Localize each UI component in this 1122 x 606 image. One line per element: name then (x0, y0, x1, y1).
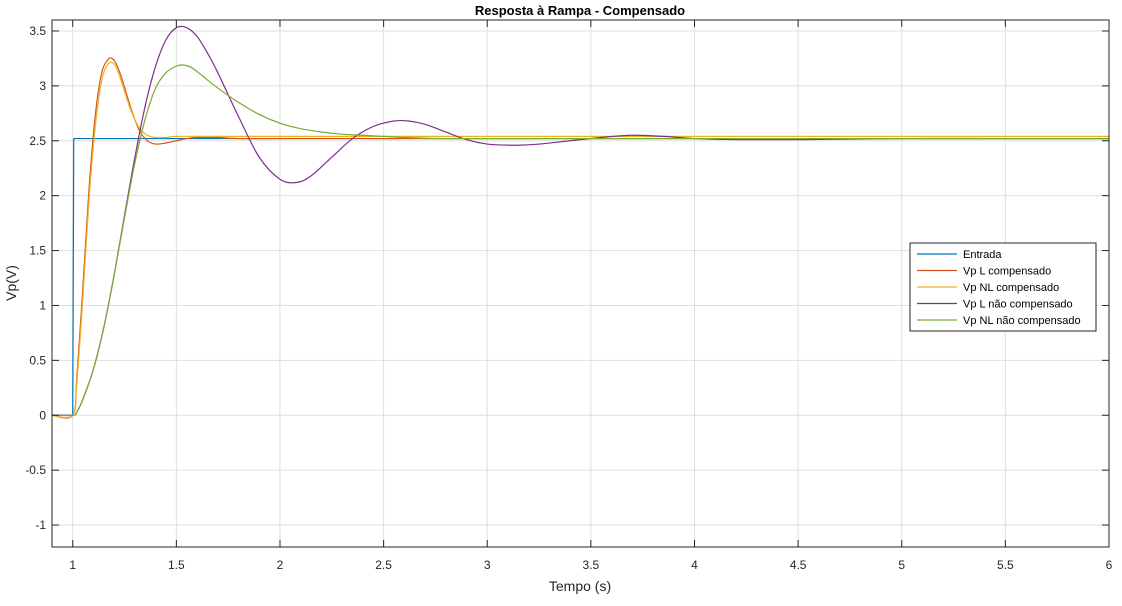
series-layer (51, 25, 1109, 419)
y-tick-label: -0.5 (25, 463, 46, 477)
x-tick-label: 2 (277, 558, 284, 572)
x-tick-label: 5.5 (997, 558, 1014, 572)
y-tick-label: 2 (39, 189, 46, 203)
legend-items: Entrada Vp L compensado Vp NL compensado Vp… (917, 249, 1081, 327)
y-tick-label: 0 (39, 408, 46, 422)
x-tick-label: 4 (691, 558, 698, 572)
x-tick-label: 4.5 (790, 558, 807, 572)
legend: Entrada Vp L compensado Vp NL compensado Vp… (909, 242, 1097, 332)
y-tick-label: 1.5 (29, 244, 46, 258)
axes-box (51, 19, 1110, 548)
y-tick-label: -1 (35, 518, 46, 532)
y-tick-label: 1 (39, 298, 46, 312)
y-tick-label: 0.5 (29, 353, 46, 367)
x-tick-label: 3 (484, 558, 491, 572)
series-line-5 (51, 64, 1109, 417)
legend-label: Entrada (963, 249, 1002, 261)
x-axis-title: Tempo (s) (549, 578, 611, 594)
legend-label: Vp L não compensado (963, 299, 1073, 311)
tick-marks (52, 20, 1110, 547)
y-axis-title: Vp(V) (3, 265, 19, 301)
legend-label: Vp L compensado (963, 266, 1051, 278)
y-tick-label: 2.5 (29, 134, 46, 148)
chart-title: Resposta à Rampa - Compensado (475, 3, 685, 18)
series-line-3 (51, 61, 1109, 419)
x-tick-label: 1 (69, 558, 76, 572)
legend-label: Vp NL compensado (963, 282, 1059, 294)
y-tick-label: 3.5 (29, 24, 46, 38)
x-tick-label: 2.5 (375, 558, 392, 572)
tick-labels: 1 1.5 2 2.5 3 3.5 4 4.5 5 5.5 6 -1 -0.5 0 0.5 1 1.5 2 2.5 3… (25, 24, 1112, 572)
x-tick-label: 6 (1106, 558, 1113, 572)
y-tick-label: 3 (39, 79, 46, 93)
x-tick-label: 3.5 (583, 558, 600, 572)
legend-label: Vp NL não compensado (963, 315, 1081, 327)
x-tick-label: 5 (898, 558, 905, 572)
x-tick-label: 1.5 (168, 558, 185, 572)
